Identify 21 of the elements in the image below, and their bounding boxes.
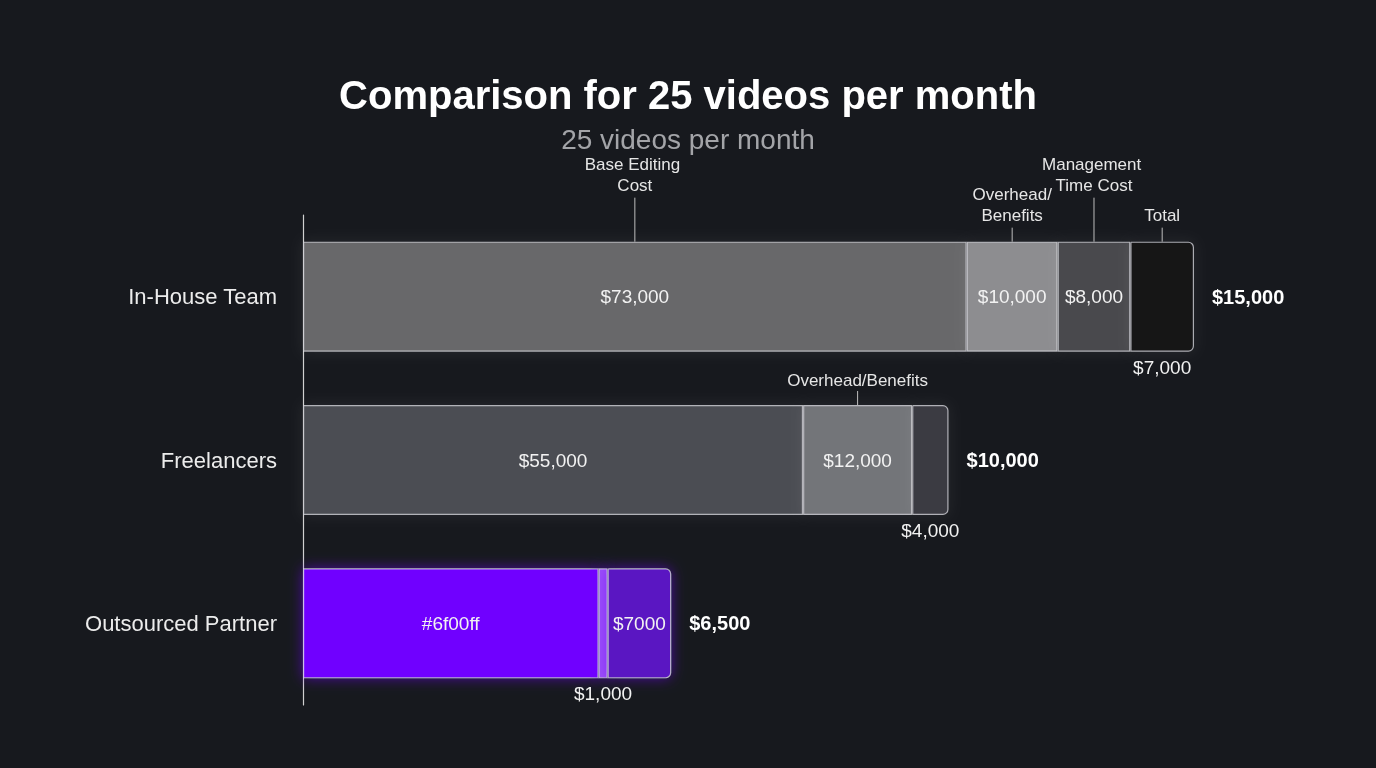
data-label: $4,000 <box>901 520 960 541</box>
data-label: $7,000 <box>1133 356 1192 378</box>
y-tick-label: Outsourced Partner <box>85 610 277 636</box>
y-tick-label: Freelancers <box>160 447 277 473</box>
data-label: #6f00ff <box>421 612 481 634</box>
annotation: $10,000 <box>966 449 1039 471</box>
data-label: $55,000 <box>518 449 588 471</box>
chart-title: Comparison for 25 videos per month <box>339 73 1037 117</box>
annotation: $6,500 <box>689 612 751 635</box>
text: Base Editing Cost <box>584 154 685 195</box>
data-label: $7000 <box>612 612 666 634</box>
data-label: $1,000 <box>573 683 633 705</box>
annotation: $15,000 <box>1212 285 1285 308</box>
y-tick-label: In-House Team <box>128 284 277 310</box>
data-label: $12,000 <box>823 449 892 471</box>
series-label: Total <box>1144 205 1181 225</box>
chart-subtitle: 25 videos per month <box>561 123 815 155</box>
annotation: Overhead/Benefits <box>787 371 929 390</box>
data-label: $73,000 <box>600 286 670 308</box>
data-label: $10,000 <box>977 286 1047 308</box>
data-label: $8,000 <box>1064 286 1124 308</box>
